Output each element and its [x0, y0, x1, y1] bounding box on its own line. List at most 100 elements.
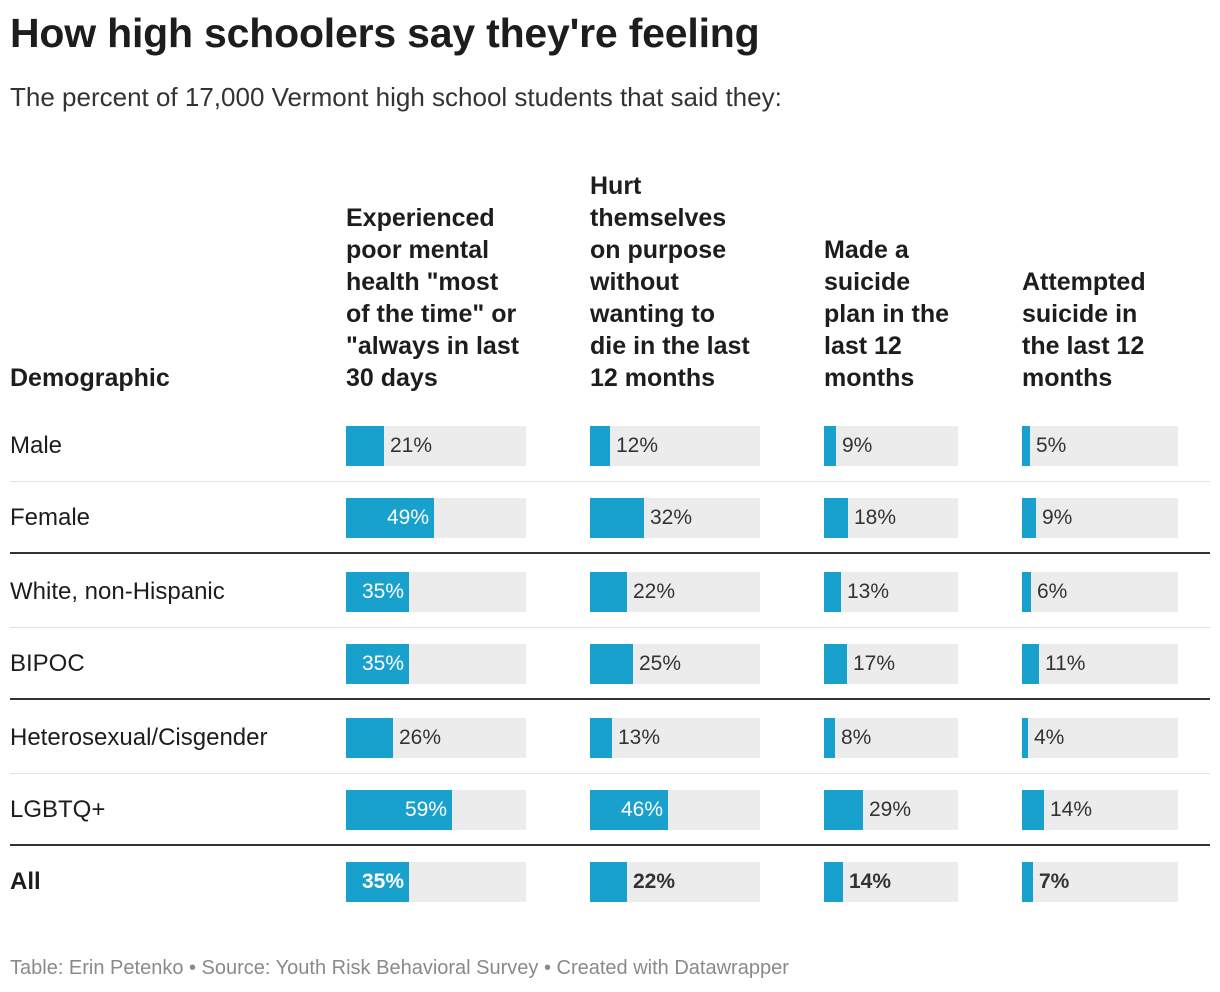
row-header-label: Demographic	[10, 364, 170, 392]
bar	[1022, 790, 1044, 830]
bar-value-label: 7%	[1039, 870, 1070, 893]
bar-value-label: 26%	[399, 726, 442, 749]
bar-track: 13%	[824, 572, 958, 612]
column-header-line: 12 months	[590, 364, 716, 392]
row-divider	[10, 627, 1210, 628]
bar	[824, 498, 848, 538]
column-header-line: suicide in	[1022, 300, 1138, 328]
bar-track: 49%	[346, 498, 526, 538]
bar-track: 12%	[590, 426, 760, 466]
bar-track: 11%	[1022, 644, 1178, 684]
bar-track: 22%	[590, 862, 760, 902]
column-header-line: 30 days	[346, 364, 438, 392]
column-header-line: die in the last	[590, 332, 750, 360]
column-header-line: months	[1022, 364, 1113, 392]
bar-track: 35%	[346, 644, 526, 684]
bar	[1022, 644, 1039, 684]
bar-value-label: 18%	[854, 506, 897, 529]
bar-value-label: 22%	[633, 580, 676, 603]
column-header-2: Hurt themselves on purpose without wanting t…	[590, 170, 750, 394]
bar-track: 35%	[346, 862, 526, 902]
column-header-line: of the time" or	[346, 300, 517, 328]
column-header-line: health "most	[346, 268, 499, 296]
bar-value-label: 35%	[361, 652, 404, 675]
bar-track: 18%	[824, 498, 958, 538]
column-header-line: months	[824, 364, 915, 392]
column-header-line: Made a	[824, 236, 909, 264]
bar	[346, 790, 452, 830]
column-header-line: Hurt	[590, 172, 642, 200]
bar-track: 9%	[824, 426, 958, 466]
bar	[590, 572, 627, 612]
bar-value-label: 4%	[1034, 726, 1065, 749]
column-header-3: Made a suicide plan in the last 12 months	[824, 234, 949, 394]
group-divider	[10, 552, 1210, 554]
footer-credits: Table: Erin Petenko • Source: Youth Risk…	[10, 957, 789, 979]
column-header-line: plan in the	[824, 300, 949, 328]
bar	[590, 862, 627, 902]
bar	[824, 790, 863, 830]
column-header-line: Attempted	[1022, 268, 1146, 296]
bar	[590, 790, 668, 830]
bar-value-label: 29%	[869, 798, 912, 821]
bar-track: 35%	[346, 572, 526, 612]
row-divider	[10, 773, 1210, 774]
column-header-line: poor mental	[346, 236, 490, 264]
bar	[590, 498, 644, 538]
bar	[824, 572, 841, 612]
chart-subtitle: The percent of 17,000 Vermont high schoo…	[10, 82, 782, 112]
chart-title: How high schoolers say they're feeling	[10, 10, 760, 56]
bar-value-label: 32%	[650, 506, 693, 529]
bar-value-label: 22%	[633, 870, 676, 893]
bar-value-label: 14%	[1050, 798, 1093, 821]
bar	[1022, 426, 1030, 466]
bar-track: 25%	[590, 644, 760, 684]
bar	[1022, 862, 1033, 902]
bar-track: 59%	[346, 790, 526, 830]
bar-track: 13%	[590, 718, 760, 758]
bar	[346, 644, 409, 684]
bar-value-label: 35%	[361, 580, 404, 603]
column-header-line: themselves	[590, 204, 727, 232]
row-label: BIPOC	[10, 650, 85, 677]
bar	[590, 644, 633, 684]
bar-value-label: 25%	[639, 652, 682, 675]
bar	[824, 644, 847, 684]
bar	[590, 426, 610, 466]
bar-track: 5%	[1022, 426, 1178, 466]
bar-value-label: 12%	[616, 434, 659, 457]
row-divider	[10, 481, 1210, 482]
bar-value-label: 11%	[1045, 652, 1086, 675]
column-header-line: suicide	[824, 268, 911, 296]
bar	[824, 718, 835, 758]
bar-track: 46%	[590, 790, 760, 830]
row-header: Demographic	[10, 362, 170, 394]
bar	[1022, 718, 1028, 758]
bar	[346, 572, 409, 612]
bar-value-label: 9%	[1042, 506, 1073, 529]
bar	[346, 862, 409, 902]
bar-track: 26%	[346, 718, 526, 758]
bar-value-label: 13%	[847, 580, 890, 603]
bar-track: 17%	[824, 644, 958, 684]
column-header-line: wanting to	[590, 300, 715, 328]
bar-value-label: 46%	[620, 798, 663, 821]
group-divider	[10, 844, 1210, 846]
bar-value-label: 6%	[1037, 580, 1068, 603]
bar-value-label: 14%	[849, 870, 892, 893]
row-label: Female	[10, 504, 91, 531]
bar-track: 14%	[1022, 790, 1178, 830]
bar-track: 4%	[1022, 718, 1178, 758]
column-header-line: the last 12	[1022, 332, 1145, 360]
group-divider	[10, 698, 1210, 700]
bar-track: 32%	[590, 498, 760, 538]
bar	[824, 426, 836, 466]
bar-value-label: 21%	[390, 434, 433, 457]
bar	[346, 498, 434, 538]
row-label: White, non-Hispanic	[10, 578, 225, 605]
bar-value-label: 13%	[618, 726, 661, 749]
bar-track: 22%	[590, 572, 760, 612]
bar	[1022, 572, 1031, 612]
bar	[346, 426, 384, 466]
bar-track: 14%	[824, 862, 958, 902]
